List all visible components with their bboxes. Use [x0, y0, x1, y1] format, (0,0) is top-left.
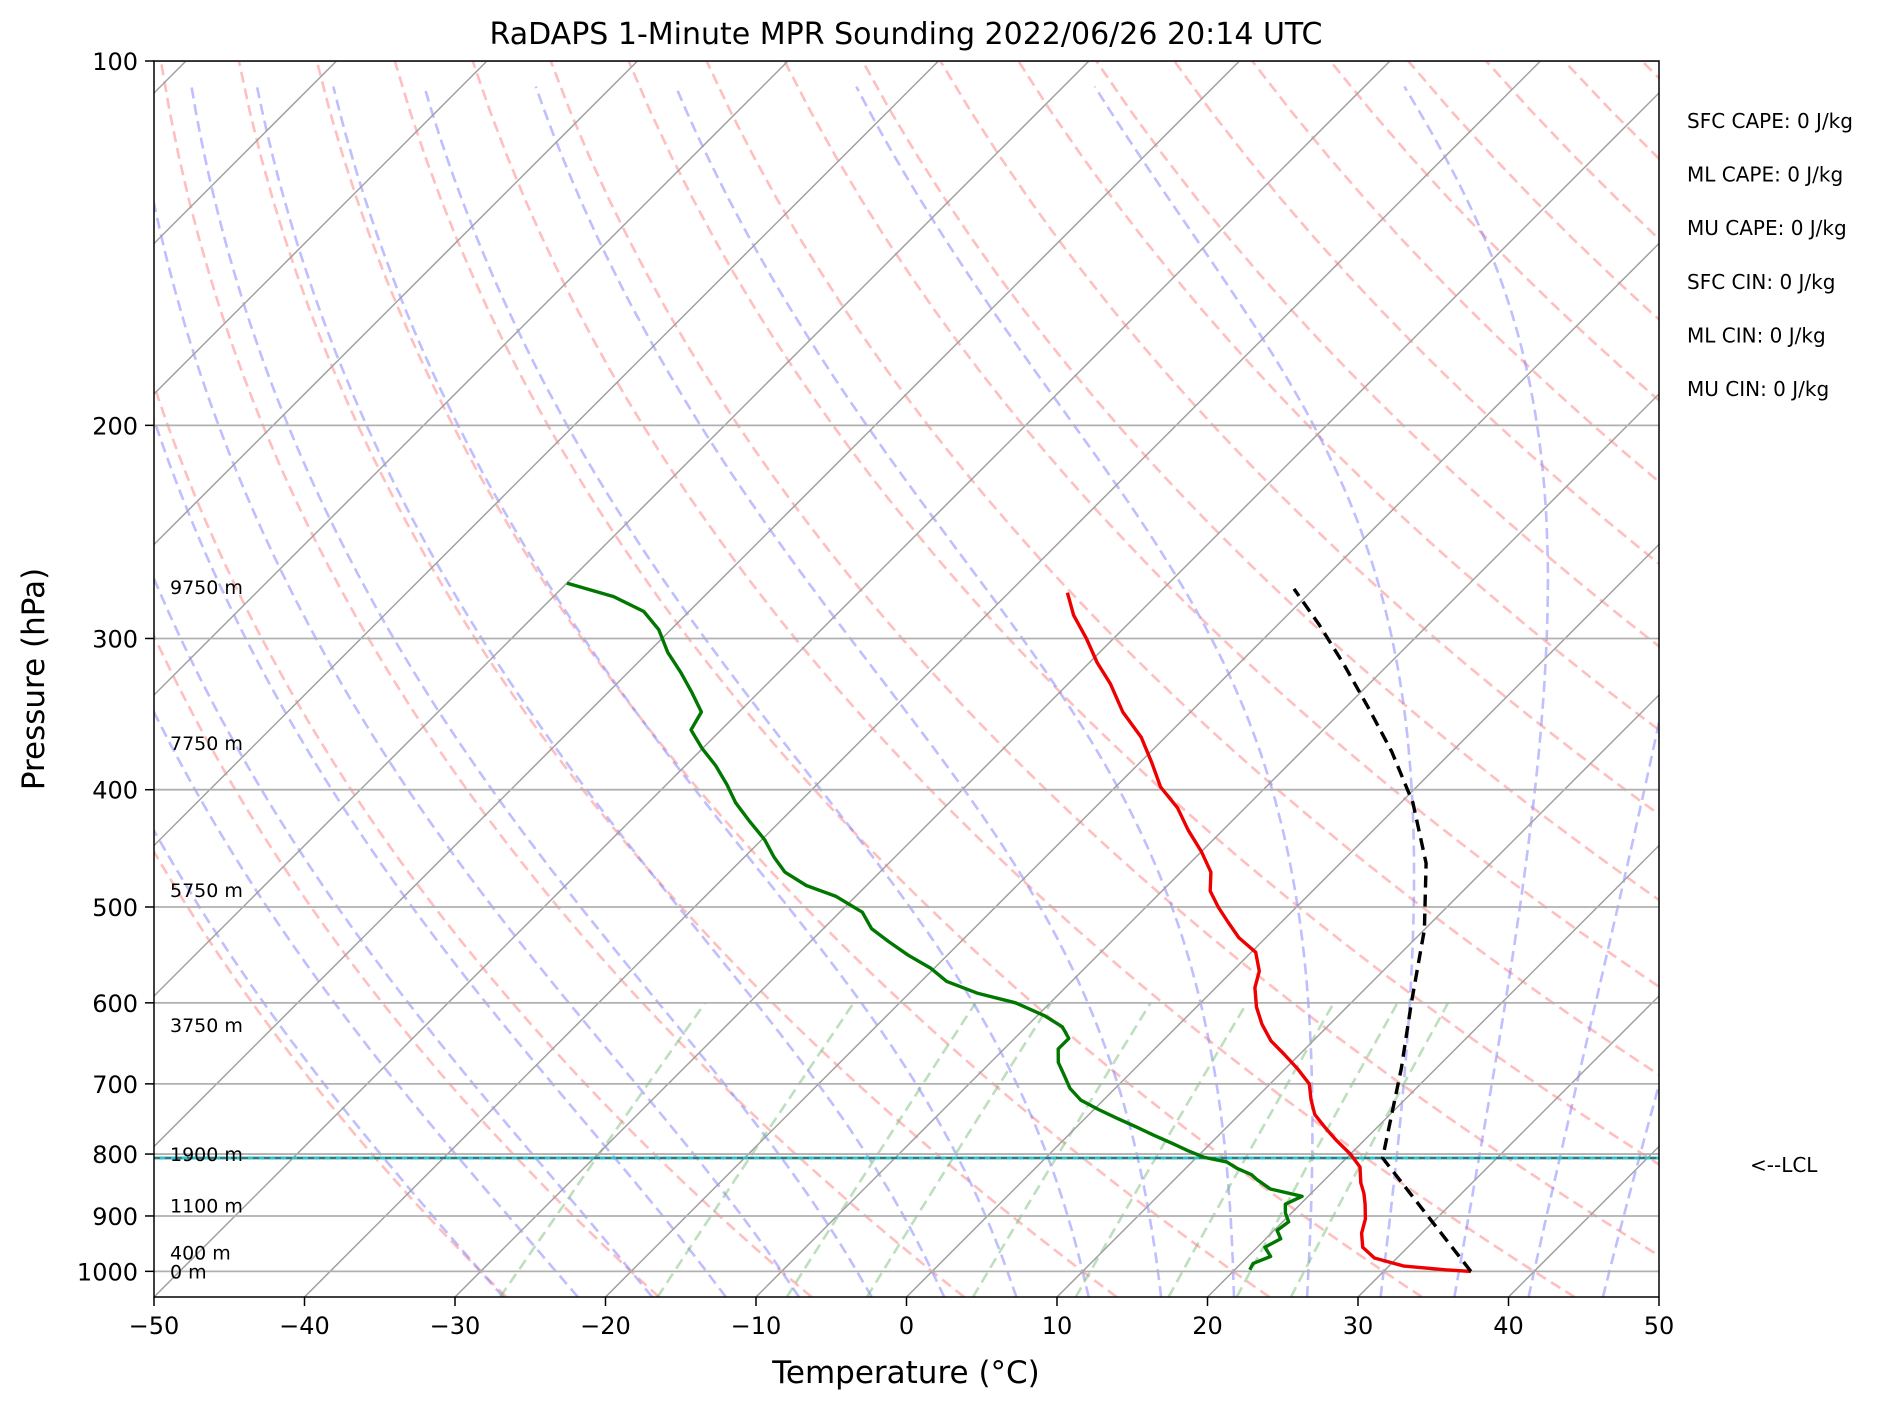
height-label: 3750 m	[170, 1015, 243, 1037]
series-line-2	[1292, 587, 1473, 1273]
x-tick-label: −30	[430, 1312, 481, 1340]
x-tick-label: −10	[731, 1312, 782, 1340]
x-tick-label: 40	[1493, 1312, 1524, 1340]
y-tick-label: 600	[92, 990, 138, 1018]
mixing-ratio-line	[1235, 1002, 1399, 1297]
isotherm	[1056, 693, 1659, 1297]
stability-indices: SFC CAPE: 0 J/kg ML CAPE: 0 J/kg MU CAPE: …	[1687, 109, 1853, 401]
y-tick-label: 500	[92, 894, 138, 922]
moist-adiabat	[855, 85, 1314, 1297]
isotherm	[154, 61, 1090, 998]
profile-series	[566, 581, 1473, 1274]
isobar-grid	[154, 61, 1659, 1273]
dry-adiabat	[471, 61, 1576, 1297]
isotherm	[454, 91, 1659, 1297]
height-label: 1100 m	[170, 1195, 243, 1217]
moist-adiabat	[1527, 716, 1659, 1297]
moist-adiabat	[534, 86, 1163, 1297]
isotherm	[755, 392, 1659, 1297]
dry-adiabat	[315, 61, 1271, 1297]
y-tick-label: 700	[92, 1071, 138, 1099]
index-label: MU CIN: 0 J/kg	[1687, 377, 1829, 401]
x-axis-label: Temperature (°C)	[771, 1355, 1040, 1391]
dry-adiabat	[237, 61, 1118, 1297]
isotherm	[154, 61, 488, 396]
isotherm	[154, 61, 639, 546]
y-tick-label: 900	[92, 1203, 138, 1231]
dry-adiabat	[627, 61, 1659, 1166]
series-line-1	[566, 581, 1304, 1271]
y-tick-label: 400	[92, 777, 138, 805]
dry-adiabat	[939, 61, 1659, 817]
moist-adiabat	[154, 415, 727, 1297]
moist-adiabat	[1093, 85, 1416, 1297]
moist-adiabat	[154, 709, 579, 1297]
height-label: 0 m	[170, 1261, 207, 1283]
mixing-ratio-line	[1289, 1002, 1450, 1297]
y-tick-label: 100	[92, 48, 138, 76]
height-label: 1900 m	[170, 1144, 243, 1166]
isotherm	[303, 61, 1542, 1297]
height-label: 9750 m	[170, 577, 243, 599]
x-tick-label: 30	[1343, 1312, 1374, 1340]
moist-adiabat	[154, 828, 505, 1297]
moist-adiabat	[674, 86, 1236, 1297]
moist-adiabat	[1601, 1079, 1659, 1297]
y-axis: 100 200 300 400 500 600 700 800 900 1000	[77, 48, 154, 1286]
dry-adiabat	[154, 633, 660, 1297]
mixing-ratio-line	[785, 1002, 977, 1297]
moist-adiabat	[190, 86, 873, 1297]
isotherm	[1357, 994, 1659, 1297]
mixing-ratio-line	[499, 1002, 707, 1297]
isotherm	[154, 61, 789, 697]
x-tick-label: 0	[899, 1312, 914, 1340]
moist-adiabat	[255, 86, 946, 1297]
height-label: 5750 m	[170, 880, 243, 902]
mixing-ratio-line	[865, 1002, 1053, 1297]
isotherm	[604, 242, 1659, 1297]
moist-adiabat	[154, 197, 801, 1297]
dry-adiabat	[154, 849, 508, 1297]
dry-adiabat	[549, 61, 1659, 1258]
dry-adiabat	[1095, 61, 1659, 648]
y-tick-label: 800	[92, 1141, 138, 1169]
x-tick-label: 50	[1644, 1312, 1675, 1340]
y-tick-label: 200	[92, 412, 138, 440]
y-tick-label: 300	[92, 625, 138, 653]
height-label: 400 m	[170, 1243, 231, 1265]
lcl-label: <--LCL	[1750, 1153, 1818, 1177]
dry-adiabat	[154, 380, 813, 1297]
isotherm	[154, 61, 940, 847]
x-tick-label: −40	[279, 1312, 330, 1340]
index-label: ML CIN: 0 J/kg	[1687, 323, 1826, 347]
moist-adiabat	[332, 86, 1018, 1297]
x-tick-label: −50	[129, 1312, 180, 1340]
isotherm	[154, 61, 1391, 1297]
isotherm	[1206, 844, 1659, 1297]
moist-adiabat	[1403, 85, 1550, 1297]
x-axis: −50 −40 −30 −20 −10 0 10 20 30 40 50	[129, 1297, 1675, 1340]
x-tick-label: 10	[1042, 1312, 1073, 1340]
mixing-ratio-line	[656, 1002, 855, 1297]
index-label: SFC CAPE: 0 J/kg	[1687, 109, 1853, 133]
x-tick-label: 20	[1192, 1312, 1223, 1340]
moist-adiabat	[423, 86, 1090, 1297]
dry-adiabat	[783, 61, 1659, 989]
isotherm	[905, 543, 1659, 1297]
background-lines	[154, 61, 1659, 1297]
y-tick-label: 1000	[77, 1258, 138, 1286]
height-label: 7750 m	[170, 733, 243, 755]
y-axis-label: Pressure (hPa)	[16, 568, 52, 790]
index-label: MU CAPE: 0 J/kg	[1687, 216, 1847, 240]
index-label: SFC CIN: 0 J/kg	[1687, 270, 1835, 294]
index-label: ML CAPE: 0 J/kg	[1687, 163, 1843, 187]
height-labels: 9750 m 7750 m 5750 m 3750 m 1900 m 1100 m 400 …	[170, 577, 243, 1283]
x-tick-label: −20	[580, 1312, 631, 1340]
series-line-0	[1065, 592, 1472, 1274]
isotherm	[154, 61, 1241, 1148]
mixing-ratio-line	[1074, 1002, 1249, 1297]
chart-title: RaDAPS 1-Minute MPR Sounding 2022/06/26 …	[490, 17, 1323, 52]
